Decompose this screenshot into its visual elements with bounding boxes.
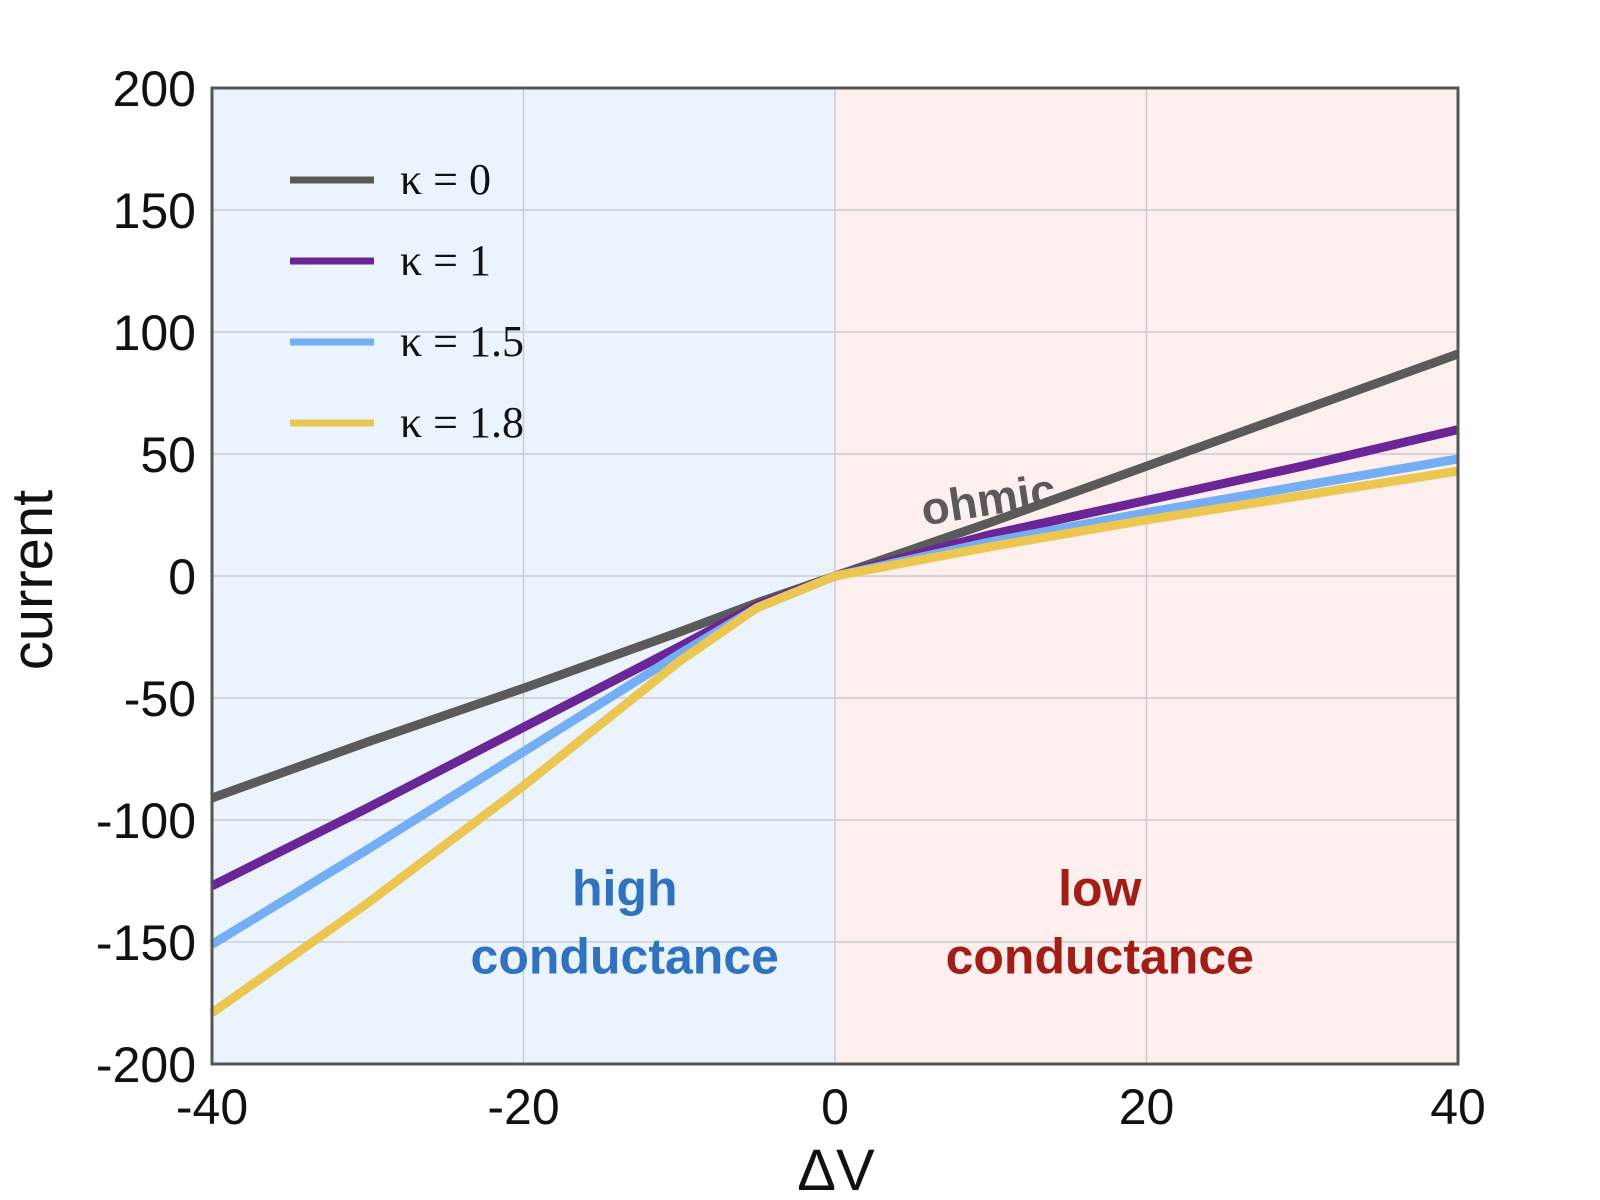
y-tick-label: 200	[113, 61, 196, 117]
series-line-3	[209, 466, 1459, 1017]
y-tick-labels: -200 -150 -100 -50 0 50 100 150 200	[96, 61, 196, 1093]
x-tick-label: 40	[1430, 1079, 1486, 1135]
annotation-3: low	[1058, 860, 1141, 916]
annotation-1: high	[572, 860, 678, 916]
y-axis-label: current	[0, 490, 65, 671]
x-tick-label: 0	[821, 1079, 849, 1135]
y-tick-label: 150	[113, 183, 196, 239]
legend: κ = 0 κ = 1 κ = 1.5 κ = 1.8	[290, 155, 524, 447]
y-tick-label: 100	[113, 305, 196, 361]
legend-label-2: κ = 1.5	[400, 317, 524, 366]
x-tick-label: -40	[176, 1079, 248, 1135]
annotation-2: conductance	[471, 929, 779, 985]
legend-label-0: κ = 0	[400, 155, 491, 204]
y-tick-label: -50	[124, 671, 196, 727]
x-tick-label: 20	[1119, 1079, 1175, 1135]
annotation-4: conductance	[946, 929, 1254, 985]
x-tick-labels: -40 -20 0 20 40	[176, 1079, 1486, 1135]
y-tick-label: -200	[96, 1037, 196, 1093]
series-lines	[209, 349, 1460, 1017]
plot-frame	[210, 86, 1460, 1066]
y-tick-label: 50	[140, 427, 196, 483]
legend-label-3: κ = 1.8	[400, 398, 524, 447]
legend-label-1: κ = 1	[400, 236, 491, 285]
x-tick-label: -20	[487, 1079, 559, 1135]
y-tick-label: 0	[168, 549, 196, 605]
y-tick-label: -150	[96, 915, 196, 971]
x-axis-label: ΔV	[797, 1138, 875, 1200]
y-tick-label: -100	[96, 793, 196, 849]
